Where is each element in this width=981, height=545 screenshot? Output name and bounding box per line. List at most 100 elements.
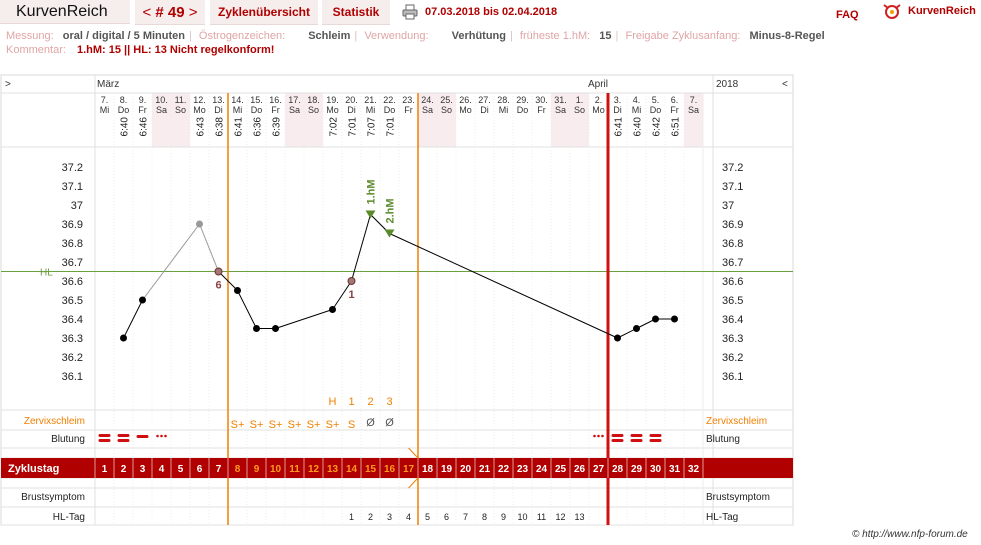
weekday: Fr (537, 105, 546, 115)
excluded-temp-point (196, 220, 203, 228)
hl-day-number: 10 (517, 512, 527, 522)
annotation-six: 6 (215, 280, 221, 292)
weekday: So (308, 105, 319, 115)
y-tick-left: 36.7 (62, 257, 83, 269)
zervix-top-mark: 1 (348, 396, 354, 408)
frueheste-value: 15 (599, 30, 612, 42)
measure-time: 6:42 (652, 117, 663, 137)
y-tick-right: 36.3 (722, 333, 743, 345)
day-number: 19. (326, 95, 339, 105)
day-number: 27. (478, 95, 491, 105)
cycle-day-number: 26 (574, 464, 586, 475)
cervix-bracket (408, 447, 419, 489)
weekday: Do (384, 105, 396, 115)
temp-point (120, 334, 127, 342)
cycle-navigator: < # 49 > (135, 0, 205, 25)
next-cycle-button[interactable]: > (188, 3, 198, 21)
measure-time: 6:40 (633, 117, 644, 137)
spotting-mark (597, 434, 600, 438)
bleeding-strong-mark (611, 439, 624, 442)
zervix-top-mark: 2 (367, 396, 373, 408)
tab-zyklenuebersicht[interactable]: Zyklenübersicht (210, 0, 318, 25)
y-tick-left: 36.9 (62, 219, 83, 231)
temp-point (633, 325, 640, 332)
day-number: 24. (421, 95, 434, 105)
zervix-top-mark: 3 (386, 396, 392, 408)
y-tick-right: 37.2 (722, 162, 743, 174)
hl-day-number: 13 (574, 512, 584, 522)
temp-point (614, 334, 621, 342)
weekend-shade (418, 93, 437, 147)
spotting-mark (160, 434, 163, 438)
spotting-mark (156, 434, 159, 438)
weekday: Sa (555, 105, 566, 115)
day-number: 23. (402, 95, 415, 105)
temp-point (272, 325, 279, 332)
cycle-day-number: 3 (140, 464, 146, 475)
weekday: Mi (499, 105, 509, 115)
tab-statistik[interactable]: Statistik (322, 0, 390, 25)
prev-cycle-button[interactable]: < (142, 3, 152, 21)
day-number: 5. (652, 95, 660, 105)
verwendung-label: Verwendung: (364, 30, 429, 42)
zervix-value: S (348, 419, 355, 431)
day-number: 29. (516, 95, 529, 105)
hl-day-number: 1 (349, 512, 354, 522)
weekend-shade (684, 93, 703, 147)
weekday: Mo (193, 105, 206, 115)
day-number: 3. (614, 95, 622, 105)
day-number: 16. (269, 95, 282, 105)
weekday: Do (517, 105, 529, 115)
hl-day-number: 2 (368, 512, 373, 522)
printer-icon[interactable] (402, 4, 418, 20)
measure-time: 7:01 (348, 117, 359, 137)
temp-line-segment (636, 318, 656, 329)
measure-time: 6:51 (671, 117, 682, 137)
left-arrow-button[interactable]: > (5, 79, 11, 90)
row-label-zyklustag: Zyklustag (8, 463, 59, 475)
day-number: 7. (101, 95, 109, 105)
hl-day-number: 7 (463, 512, 468, 522)
cycle-day-number: 14 (346, 464, 358, 475)
weekday: Mi (100, 105, 110, 115)
weekday: Di (347, 105, 356, 115)
weekend-shade (171, 93, 190, 147)
hl-day-number: 3 (387, 512, 392, 522)
y-tick-right: 36.2 (722, 352, 743, 364)
cycle-day-number: 2 (121, 464, 127, 475)
kommentar-label: Kommentar: (6, 44, 66, 56)
hl-day-number: 5 (425, 512, 430, 522)
bleeding-strong-mark (649, 439, 662, 442)
weekday: Fr (670, 105, 679, 115)
temp-line-segment (218, 271, 238, 291)
y-tick-left: 37.2 (62, 162, 83, 174)
y-tick-left: 36.6 (62, 276, 83, 288)
y-tick-left: 37 (71, 200, 83, 212)
row-label-brust-right: Brustsymptom (706, 492, 770, 503)
hl-day-number: 8 (482, 512, 487, 522)
right-arrow-button[interactable]: < (782, 79, 788, 90)
measure-time: 7:02 (329, 117, 340, 137)
cycle-day-number: 6 (197, 464, 203, 475)
temp-point (253, 325, 260, 332)
copyright: © http://www.nfp-forum.de (852, 529, 968, 540)
zervix-value: S+ (288, 419, 302, 431)
top-bar: KurvenReich < # 49 > Zyklenübersicht Sta… (0, 0, 981, 26)
faq-link[interactable]: FAQ (836, 9, 859, 21)
comment-line: Kommentar: 1.hM: 15 || HL: 13 Nicht rege… (6, 44, 274, 56)
day-number: 7. (690, 95, 698, 105)
day-number: 18. (307, 95, 320, 105)
day-number: 21. (364, 95, 377, 105)
cycle-day-number: 5 (178, 464, 184, 475)
weekend-shade (285, 93, 304, 147)
temp-line-segment (237, 290, 257, 329)
month-label-maerz: März (97, 79, 119, 90)
hl-day-number: 11 (537, 512, 546, 522)
higher-measurement-point (365, 210, 376, 219)
cycle-day-number: 24 (536, 464, 548, 475)
day-number: 1. (576, 95, 584, 105)
cycle-day-number: 22 (498, 464, 510, 475)
weekday: Mo (326, 105, 339, 115)
row-label-zervix: Zervixschleim (24, 416, 85, 427)
zyklustag-band (1, 458, 793, 478)
